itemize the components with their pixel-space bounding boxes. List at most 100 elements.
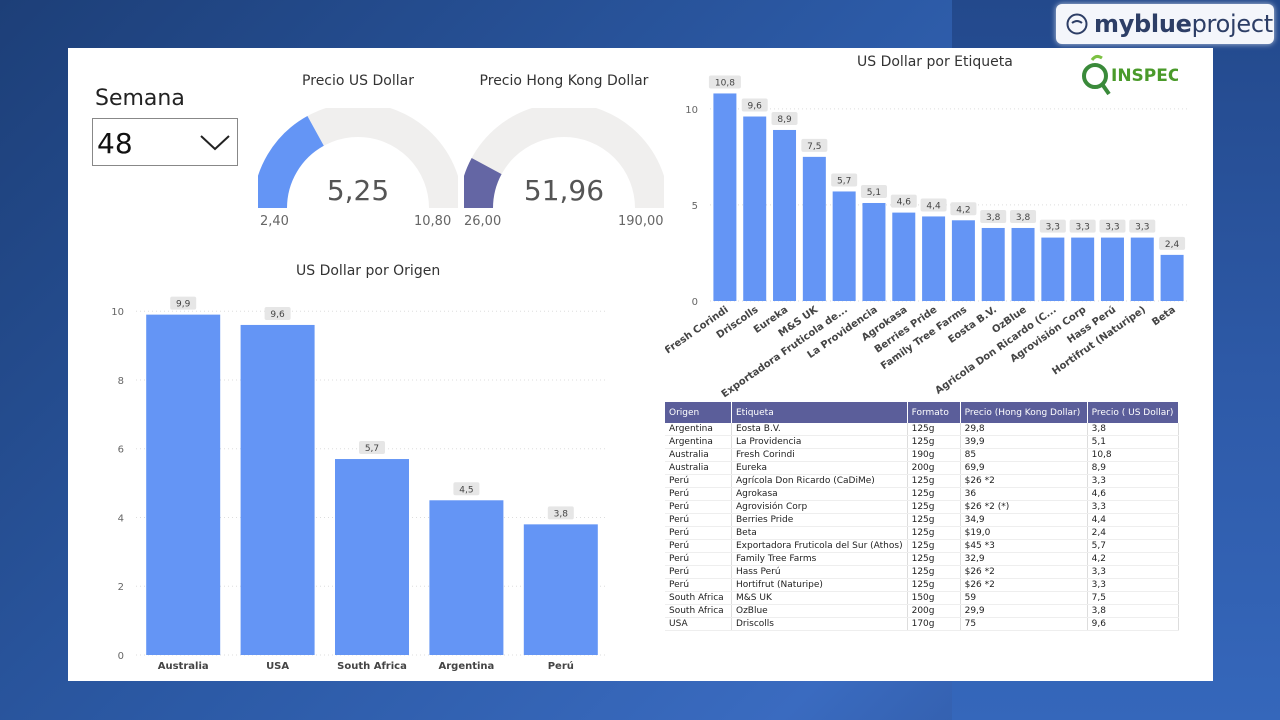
table-cell: Agrokasa xyxy=(731,487,908,501)
y-tick-label: 10 xyxy=(111,307,124,318)
table-cell: 200g xyxy=(907,461,961,475)
table-cell: $45 *3 xyxy=(960,539,1088,553)
data-label: 3,8 xyxy=(1016,213,1031,223)
bar[interactable] xyxy=(1041,237,1065,301)
bar[interactable] xyxy=(832,191,856,301)
data-label: 5,1 xyxy=(867,188,881,198)
bar[interactable] xyxy=(773,129,797,301)
data-label: 3,3 xyxy=(1135,223,1149,233)
table-header-cell[interactable]: Formato xyxy=(907,402,961,423)
table-cell: 150g xyxy=(907,591,961,605)
bar[interactable] xyxy=(335,459,409,655)
gauge-title: Precio US Dollar xyxy=(302,73,414,89)
blueberry-icon xyxy=(1066,13,1088,35)
bar[interactable] xyxy=(146,314,221,655)
table-header-cell[interactable]: Origen xyxy=(665,402,732,423)
table-cell: Australia xyxy=(665,448,732,462)
table-cell: Exportadora Fruticola del Sur (Athos) xyxy=(731,539,908,553)
table-row: Perú Hortifrut (Naturipe) 125g $26 *2 3,3 xyxy=(665,578,1179,592)
data-label: 5,7 xyxy=(365,444,379,454)
data-label-bg xyxy=(264,306,291,320)
gauge-hkd: Precio Hong Kong Dollar 51,96 26,00 190,… xyxy=(464,70,664,235)
data-label: 9,6 xyxy=(270,310,285,320)
bar[interactable] xyxy=(1130,237,1154,301)
table-cell: 3,3 xyxy=(1087,578,1179,592)
gauge-min: 2,40 xyxy=(260,214,289,229)
table-cell: 75 xyxy=(960,617,1088,631)
table-header-cell[interactable]: Precio (Hong Kong Dollar) xyxy=(960,402,1088,423)
table-cell: Perú xyxy=(665,578,732,592)
table-row: Perú Family Tree Farms 125g 32,9 4,2 xyxy=(665,552,1179,566)
bar[interactable] xyxy=(802,156,826,301)
bar[interactable] xyxy=(1100,237,1124,301)
table-row: USA Driscolls 170g 75 9,6 xyxy=(665,617,1179,631)
bar[interactable] xyxy=(862,202,886,301)
table-cell: 190g xyxy=(907,448,961,462)
bar[interactable] xyxy=(1011,227,1035,301)
table-row: Perú Exportadora Fruticola del Sur (Athos… xyxy=(665,539,1179,553)
table-cell: 34,9 xyxy=(960,513,1088,527)
table-cell: 4,6 xyxy=(1087,487,1179,501)
table-header-cell[interactable]: Etiqueta xyxy=(731,402,908,423)
table-row: Perú Beta 125g $19,0 2,4 xyxy=(665,526,1179,540)
brand-name-light: project xyxy=(1191,10,1274,38)
table-cell: Agrícola Don Ricardo (CaDiMe) xyxy=(731,474,908,488)
x-tick-label: Argentina xyxy=(438,661,494,672)
bar[interactable] xyxy=(713,93,737,301)
table-cell: Fresh Corindi xyxy=(731,448,908,462)
data-label: 3,3 xyxy=(1105,223,1119,233)
bar[interactable] xyxy=(981,227,1005,301)
table-cell: Perú xyxy=(665,500,732,514)
data-label-bg xyxy=(831,173,858,187)
table-row: Australia Eureka 200g 69,9 8,9 xyxy=(665,461,1179,475)
chart-title-origen: US Dollar por Origen xyxy=(296,263,441,279)
table-cell: $26 *2 xyxy=(960,565,1088,579)
bar[interactable] xyxy=(892,212,916,301)
bar[interactable] xyxy=(951,220,975,301)
bar[interactable] xyxy=(429,500,504,655)
x-tick-label: South Africa xyxy=(337,661,407,672)
data-label-bg xyxy=(1069,219,1096,233)
table-row: Argentina Eosta B.V. 125g 29,8 3,8 xyxy=(665,423,1179,436)
bar[interactable] xyxy=(922,216,946,301)
table-cell: 125g xyxy=(907,565,961,579)
bar[interactable] xyxy=(523,524,598,655)
table-cell: $19,0 xyxy=(960,526,1088,540)
semana-selected-value: 48 xyxy=(97,127,133,160)
data-label: 4,5 xyxy=(459,485,473,495)
table-cell: Perú xyxy=(665,552,732,566)
table-cell: Berries Pride xyxy=(731,513,908,527)
data-label: 8,9 xyxy=(777,115,792,125)
bar[interactable] xyxy=(240,324,315,655)
table-cell: 3,8 xyxy=(1087,423,1179,436)
chart-title-etiqueta: US Dollar por Etiqueta xyxy=(857,54,1013,70)
semana-dropdown[interactable]: 48 xyxy=(92,118,238,166)
table-cell: 125g xyxy=(907,526,961,540)
report-canvas: Semana 48 Precio US Dollar 5,25 2,40 10,… xyxy=(68,48,1213,681)
data-label: 4,4 xyxy=(926,201,941,211)
table-cell: M&S UK xyxy=(731,591,908,605)
price-table: Origen Etiqueta Formato Precio (Hong Kong D… xyxy=(665,402,1179,631)
table-cell: 200g xyxy=(907,604,961,618)
data-label: 3,8 xyxy=(554,509,569,519)
table-cell: 3,8 xyxy=(1087,604,1179,618)
table-cell: Argentina xyxy=(665,435,732,449)
bar[interactable] xyxy=(743,116,767,301)
table-cell: 125g xyxy=(907,578,961,592)
y-tick-label: 0 xyxy=(692,297,698,308)
table-cell: Perú xyxy=(665,474,732,488)
gauge-max: 190,00 xyxy=(618,214,664,229)
data-label: 2,4 xyxy=(1165,240,1180,250)
table-cell: Argentina xyxy=(665,423,732,436)
chart-origen: 0 2 4 6 8 10 9,9 Australia 9,6 USA 5,7 South Africa… xyxy=(111,296,608,672)
bar[interactable] xyxy=(1160,254,1184,301)
table-header-cell[interactable]: Precio ( US Dollar) xyxy=(1087,402,1179,423)
data-label-bg xyxy=(890,194,917,208)
gauge-max: 10,80 xyxy=(414,214,452,229)
table-row: Perú Agrokasa 125g 36 4,6 xyxy=(665,487,1179,501)
data-label-bg xyxy=(980,209,1007,223)
table-cell: Perú xyxy=(665,565,732,579)
table-cell: 125g xyxy=(907,552,961,566)
data-label: 4,6 xyxy=(897,198,912,208)
bar[interactable] xyxy=(1071,237,1095,301)
